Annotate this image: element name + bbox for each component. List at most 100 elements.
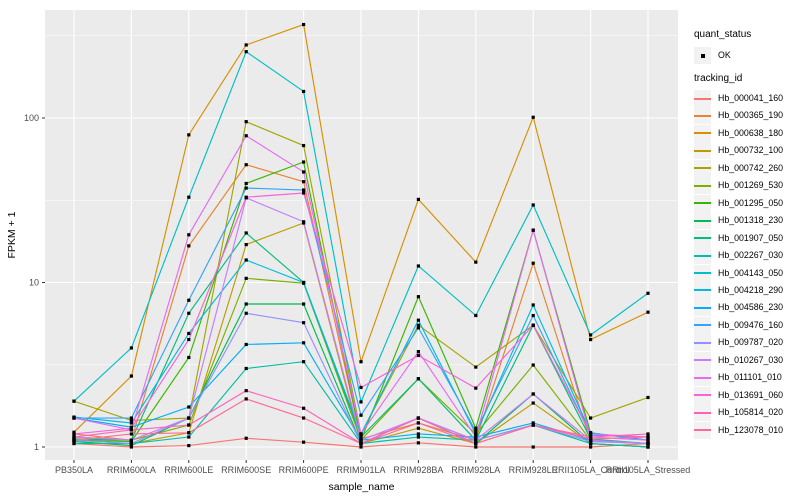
data-point bbox=[589, 333, 593, 337]
data-point bbox=[302, 180, 306, 184]
data-point bbox=[474, 435, 478, 439]
x-tick-label: RRIM928BA bbox=[393, 465, 443, 475]
data-point bbox=[302, 280, 306, 285]
legend-item-label: Hb_000638_180 bbox=[718, 127, 784, 138]
legend-key-line-icon bbox=[694, 306, 711, 309]
data-point bbox=[244, 276, 248, 280]
data-point bbox=[589, 441, 593, 446]
data-point bbox=[531, 423, 535, 427]
data-point bbox=[531, 313, 535, 318]
x-tick-label: PB350LA bbox=[55, 465, 93, 475]
data-point bbox=[589, 337, 593, 342]
data-point bbox=[302, 89, 306, 94]
data-point bbox=[416, 416, 420, 420]
legend: quant_status OK tracking_id Hb_000041_16… bbox=[690, 0, 800, 500]
data-point bbox=[416, 435, 420, 439]
legend-item-label: Hb_001269_530 bbox=[718, 180, 784, 191]
data-point bbox=[531, 228, 535, 232]
y-axis-title: FPKM + 1 bbox=[6, 211, 18, 258]
data-point bbox=[531, 363, 535, 367]
legend-key-line-icon bbox=[694, 114, 711, 117]
data-point bbox=[302, 191, 306, 195]
x-tick-label: RRIM928LE bbox=[509, 465, 558, 475]
data-point bbox=[474, 313, 478, 318]
data-point bbox=[474, 445, 478, 449]
data-point bbox=[302, 22, 306, 27]
data-point bbox=[589, 437, 593, 441]
data-point bbox=[72, 416, 76, 420]
data-point bbox=[474, 386, 478, 390]
x-tick-label: RRIM600PE bbox=[279, 465, 329, 475]
data-point bbox=[187, 431, 191, 435]
data-point bbox=[589, 435, 593, 439]
data-point bbox=[531, 115, 535, 119]
data-point bbox=[589, 432, 593, 436]
x-tick-label: RRII105LA_Control bbox=[552, 465, 630, 475]
legend-key-box bbox=[694, 229, 711, 247]
legend-title-tracking-id: tracking_id bbox=[694, 73, 743, 84]
legend-item-label: Hb_105814_020 bbox=[718, 407, 784, 418]
data-point bbox=[416, 197, 420, 202]
legend-key-box bbox=[694, 369, 711, 387]
data-point bbox=[359, 400, 363, 404]
data-point bbox=[646, 310, 650, 314]
data-point bbox=[416, 350, 420, 354]
data-point bbox=[474, 441, 478, 446]
data-point bbox=[302, 406, 306, 410]
data-point bbox=[187, 435, 191, 439]
data-point bbox=[474, 365, 478, 369]
legend-key-box bbox=[694, 194, 711, 212]
data-point bbox=[244, 195, 248, 199]
legend-key-line-icon bbox=[694, 394, 711, 397]
data-point bbox=[531, 392, 535, 396]
legend-key-box bbox=[694, 404, 711, 422]
data-point bbox=[187, 133, 191, 137]
data-point bbox=[302, 160, 306, 164]
legend-key-line-icon bbox=[694, 132, 711, 135]
legend-key-line-icon bbox=[694, 376, 711, 379]
data-point bbox=[359, 445, 363, 449]
data-point bbox=[187, 233, 191, 237]
legend-key-box bbox=[694, 247, 711, 265]
data-point bbox=[302, 321, 306, 325]
legend-key-line-icon bbox=[694, 202, 711, 205]
data-point bbox=[416, 432, 420, 436]
data-point bbox=[416, 353, 420, 358]
data-point bbox=[531, 445, 535, 449]
data-point bbox=[531, 421, 535, 425]
data-point bbox=[129, 416, 133, 420]
data-point bbox=[416, 318, 420, 322]
data-point bbox=[244, 311, 248, 315]
data-point bbox=[416, 441, 420, 445]
data-point bbox=[187, 443, 191, 448]
data-point bbox=[244, 134, 248, 138]
legend-key-line-icon bbox=[694, 411, 711, 414]
data-point bbox=[359, 441, 363, 446]
legend-key-box bbox=[694, 212, 711, 230]
data-point bbox=[187, 244, 191, 248]
legend-item-label: Hb_009787_020 bbox=[718, 337, 784, 348]
x-tick-label: RRIM901LA bbox=[336, 465, 385, 475]
data-point bbox=[129, 443, 133, 448]
data-point bbox=[416, 264, 420, 268]
data-point bbox=[244, 231, 248, 235]
data-point bbox=[531, 261, 535, 265]
data-point bbox=[129, 438, 133, 442]
data-point bbox=[187, 405, 191, 409]
data-point bbox=[589, 416, 593, 420]
data-point bbox=[474, 429, 478, 433]
data-point bbox=[416, 377, 420, 381]
legend-key-box bbox=[694, 421, 711, 439]
data-point bbox=[474, 426, 478, 430]
data-point bbox=[531, 323, 535, 327]
data-point bbox=[302, 302, 306, 306]
data-point bbox=[72, 430, 76, 434]
data-point bbox=[129, 374, 133, 378]
data-point bbox=[416, 295, 420, 299]
y-tick-label: 100 bbox=[24, 113, 39, 123]
data-point bbox=[359, 360, 363, 364]
legend-key-box bbox=[694, 264, 711, 282]
data-point bbox=[72, 432, 76, 436]
